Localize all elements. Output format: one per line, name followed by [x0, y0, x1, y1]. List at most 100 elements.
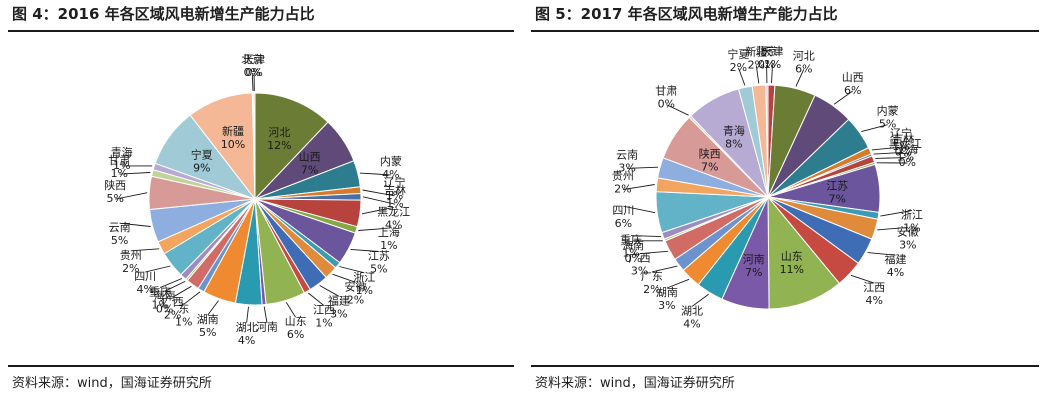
- slice-name-label: 四川: [134, 270, 156, 283]
- slice-name-label: 浙江: [353, 271, 375, 284]
- slice-value-label: 11%: [780, 263, 804, 276]
- slice-value-label: 1%: [892, 140, 909, 153]
- slice-name-label: 海南: [154, 288, 176, 302]
- slice-name-label: 河北: [268, 126, 290, 139]
- slice-value-label: 2%: [748, 59, 765, 72]
- slice-value-label: 6%: [795, 62, 812, 75]
- slice-value-label: 7%: [745, 266, 762, 279]
- slice-value-label: 1%: [903, 222, 920, 235]
- slice-value-label: 1%: [315, 317, 332, 330]
- slice-name-label: 陕西: [699, 146, 721, 160]
- leader-line: [622, 184, 655, 191]
- slice-value-label: 8%: [725, 138, 742, 151]
- slice-e5a4a9e6b4a5: [253, 92, 256, 200]
- leader-line: [308, 292, 325, 306]
- slice-name-label: 北京: [241, 52, 263, 66]
- slice-name-label: 重庆: [149, 285, 171, 299]
- top-rule: [8, 30, 514, 32]
- slice-value-label: 4%: [136, 283, 153, 296]
- leader-line: [871, 146, 902, 151]
- leader-line: [691, 293, 709, 307]
- slice-value-label: 1%: [113, 159, 130, 172]
- leader-line: [172, 285, 192, 298]
- leader-line: [183, 291, 201, 305]
- slice-name-label: 东: [178, 302, 189, 315]
- bottom-rule: [531, 365, 1039, 367]
- slice-value-label: 3%: [631, 265, 648, 278]
- slice-value-label: 1%: [897, 151, 914, 164]
- leader-line: [164, 280, 186, 292]
- slice-name-label: 湖南: [197, 313, 219, 326]
- leader-line: [795, 69, 805, 87]
- slice-value-label: 7%: [701, 160, 718, 173]
- slice-value-label: 5%: [879, 118, 896, 131]
- slice-name-label: 天津: [762, 45, 784, 58]
- slice-value-label: 2%: [347, 293, 364, 306]
- bottom-rule: [8, 365, 514, 367]
- slice-value-label: 9%: [193, 161, 210, 174]
- leader-line: [867, 252, 896, 256]
- source-note: 资料来源：wind，国海证券研究所: [12, 376, 212, 391]
- slice-name-label: 江西: [313, 304, 335, 317]
- slice-value-label: 6%: [844, 84, 861, 97]
- slice-value-label: 0%: [899, 156, 916, 169]
- slice-name-label: 北京: [756, 44, 778, 58]
- slice-name-label: 安徽: [345, 279, 367, 293]
- leader-line: [362, 189, 395, 197]
- leader-line: [877, 226, 908, 231]
- slice-value-label: 10%: [221, 138, 245, 151]
- chart-panel-2017: 图 5：2017 年各区域风电新增生产能力占比 天津 1% 河北 6% 山西 6% 内蒙 5%…: [523, 0, 1045, 401]
- slice-name-label: 上海: [378, 225, 400, 239]
- slice-name-label: 海南: [622, 238, 644, 252]
- chart-title-2016: 图 4：2016 年各区域风电新增生产能力占比: [12, 5, 315, 23]
- slice-name-label: 湖北: [681, 305, 703, 318]
- slice-value-label: 1%: [622, 247, 639, 260]
- pie-chart-2016: 河北12%山西7%内蒙4%辽宁1%吉林1%黑龙江4%上海1%江苏5%浙江1%安徽…: [104, 52, 410, 347]
- slice-value-label: 0%: [758, 58, 775, 71]
- leader-line: [755, 65, 760, 84]
- slice-e5b1b1e4b89c: [767, 195, 841, 310]
- slice-value-label: 1%: [111, 167, 128, 180]
- leader-line: [119, 172, 151, 175]
- slice-value-label: 4%: [887, 266, 904, 279]
- slice-name-label: 内蒙: [877, 104, 899, 118]
- slice-name-label: 黑龙江: [889, 138, 922, 151]
- slice-value-label: 2%: [730, 61, 747, 74]
- slice-value-label: 0%: [156, 302, 173, 315]
- leader-line: [880, 210, 912, 217]
- slice-name-label: 江苏: [826, 180, 848, 193]
- leader-line: [263, 306, 268, 323]
- leader-line: [359, 172, 391, 176]
- leader-line: [319, 285, 340, 297]
- leader-line: [737, 67, 746, 86]
- slice-name-label: 宁夏: [727, 47, 749, 61]
- slice-name-label: 广东: [641, 270, 663, 283]
- slice-value-label: 5%: [199, 326, 216, 339]
- leader-line: [861, 124, 888, 133]
- slice-value-label: 7%: [828, 193, 845, 206]
- leader-line: [361, 206, 394, 215]
- slice-value-label: 5%: [370, 263, 387, 276]
- slice-value-label: 5%: [106, 192, 123, 205]
- slice-value-label: 0%: [624, 252, 641, 265]
- slice-value-label: 3%: [899, 238, 916, 251]
- slice-name-label: 重庆: [620, 233, 642, 247]
- slice-name-label: 山东: [285, 315, 307, 328]
- chart-panel-2016: 图 4：2016 年各区域风电新增生产能力占比 河北 12% 山西 7% 内蒙 4% 辽宁 1…: [0, 0, 520, 401]
- slice-name-label: 新疆: [745, 45, 767, 59]
- slice-value-label: 2%: [643, 283, 660, 296]
- slice-name-label: 宁夏: [191, 147, 213, 161]
- slice-value-label: 3%: [658, 299, 675, 312]
- slice-name-label: 四川: [612, 204, 634, 217]
- slice-value-label: 4%: [385, 218, 402, 231]
- slice-name-label: 山西: [842, 71, 864, 84]
- slice-name-label: 河北: [793, 49, 815, 62]
- slice-name-label: 广西: [162, 295, 184, 308]
- slice-value-label: 1%: [764, 58, 781, 71]
- leader-line: [627, 166, 659, 169]
- slice-value-label: 3%: [618, 161, 635, 174]
- leader-line: [358, 227, 389, 231]
- top-rule: [531, 30, 1039, 32]
- slice-name-label: 青海: [111, 145, 133, 159]
- leader-line: [130, 248, 160, 252]
